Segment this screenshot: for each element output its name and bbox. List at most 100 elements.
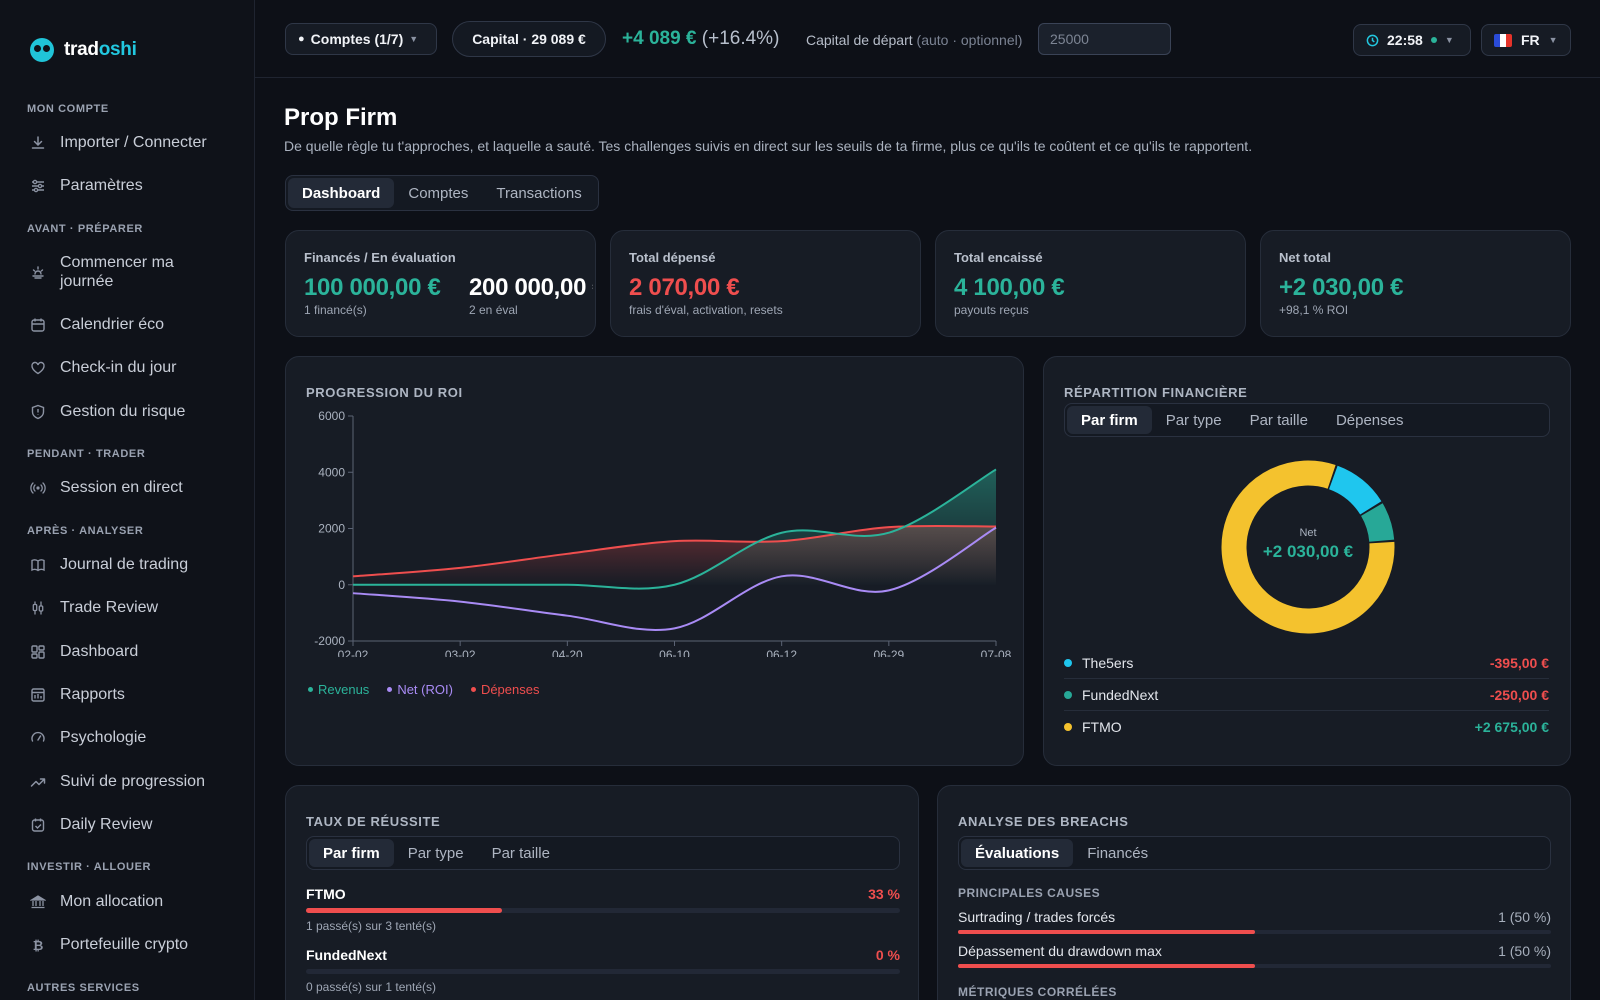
chevron-down-icon: ▼: [1548, 35, 1558, 45]
tab-par-taille[interactable]: Par taille: [1249, 411, 1308, 429]
sidebar-item[interactable]: Calendrier éco: [0, 303, 254, 346]
cashed-sub: payouts reçus: [954, 303, 1029, 317]
success-card: TAUX DE RÉUSSITE Par firm Par type Par t…: [285, 785, 919, 1000]
cashed-value: 4 100,00 €: [954, 274, 1065, 301]
sidebar-item-label: Daily Review: [60, 816, 153, 833]
sidebar-section-title: APRÈS · ANALYSER: [27, 525, 144, 537]
tab-finances[interactable]: Financés: [1087, 844, 1149, 862]
x-tick-label: 04-20: [552, 648, 583, 657]
donut-center-label: Net: [1299, 527, 1317, 539]
sidebar-section-title: AVANT · PRÉPARER: [27, 223, 143, 235]
success-title: TAUX DE RÉUSSITE: [306, 814, 441, 829]
tab-evaluations[interactable]: Évaluations: [961, 839, 1074, 867]
y-tick-label: 0: [338, 578, 345, 592]
start-capital-input[interactable]: [1038, 23, 1171, 55]
firm-name: The5ers: [1082, 654, 1134, 671]
net-card: Net total +2 030,00 € +98,1 % ROI: [1260, 230, 1571, 337]
donut-center-value: +2 030,00 €: [1262, 542, 1354, 561]
cause-label: Dépassement du drawdown max: [958, 943, 1162, 959]
series-line: [352, 526, 997, 631]
legend-dot: [1064, 723, 1072, 731]
tab-par-taille[interactable]: Par taille: [491, 844, 550, 862]
accounts-label: Comptes (1/7): [310, 31, 404, 47]
book-icon: [29, 556, 46, 573]
breach-cause-row: Dépassement du drawdown max 1 (50 %): [958, 943, 1551, 968]
tab-par-type[interactable]: Par type: [1165, 411, 1222, 429]
capital-pill: Capital · 29 089 €: [452, 21, 606, 57]
legend-label: Net (ROI): [397, 682, 453, 697]
sidebar-item[interactable]: Journal de trading: [0, 543, 254, 586]
evaluation-sub: 2 en éval: [469, 303, 518, 317]
sidebar-item[interactable]: Daily Review: [0, 803, 254, 846]
grid-icon: [29, 643, 46, 660]
sidebar-item[interactable]: Check-in du jour: [0, 346, 254, 389]
tab-depenses[interactable]: Dépenses: [1335, 411, 1404, 429]
sidebar-item-label: Importer / Connecter: [60, 134, 207, 151]
capital-label: Capital ·: [472, 31, 528, 47]
sidebar-item[interactable]: Gestion du risque: [0, 390, 254, 433]
tab-par-firm[interactable]: Par firm: [309, 839, 394, 867]
sidebar-item[interactable]: Paramètres: [0, 164, 254, 207]
accounts-selector[interactable]: ● Comptes (1/7) ▼: [285, 23, 437, 55]
language-selector[interactable]: FR ▼: [1481, 24, 1571, 56]
firm-name: FTMO: [1082, 719, 1122, 735]
sidebar-section-title: INVESTIR · ALLOUER: [27, 861, 152, 873]
gain-percent: (+16.4%): [701, 28, 780, 49]
distribution-row: FTMO +2 675,00 €: [1064, 711, 1549, 743]
distribution-title: RÉPARTITION FINANCIÈRE: [1064, 385, 1248, 400]
net-label: Net total: [1279, 250, 1331, 265]
sidebar-item[interactable]: Commencer ma journée: [0, 250, 254, 293]
clock-selector[interactable]: 22:58 ▼: [1353, 24, 1471, 56]
heart-icon: [29, 359, 46, 376]
owl-logo-icon: [30, 38, 54, 62]
sidebar-item[interactable]: Rapports: [0, 673, 254, 716]
report-icon: [29, 686, 46, 703]
distribution-donut: [1221, 460, 1395, 634]
logo[interactable]: tradoshi: [0, 0, 254, 70]
series-line: [352, 468, 997, 590]
tab-par-firm[interactable]: Par firm: [1067, 406, 1152, 434]
metrics-title: MÉTRIQUES CORRÉLÉES: [958, 985, 1117, 999]
legend-dot: [387, 687, 393, 692]
sidebar-item[interactable]: Importer / Connecter: [0, 121, 254, 164]
x-tick-label: 03-02: [445, 648, 476, 657]
sidebar-section-title: AUTRES SERVICES: [27, 982, 140, 994]
language-code: FR: [1521, 32, 1540, 48]
tab-transactions[interactable]: Transactions: [496, 184, 582, 202]
legend-item: Dépenses: [470, 682, 539, 697]
trending-up-icon: [29, 773, 46, 790]
sidebar-section-title: MON COMPTE: [27, 103, 109, 115]
tab-dashboard[interactable]: Dashboard: [288, 178, 395, 208]
status-dot: [1430, 37, 1437, 43]
sidebar-item-label: Suivi de progression: [60, 773, 205, 790]
spent-value: 2 070,00 €: [629, 274, 740, 301]
sidebar-item[interactable]: ₿ Portefeuille crypto: [0, 923, 254, 966]
tab-comptes[interactable]: Comptes: [408, 184, 469, 202]
sidebar-item[interactable]: Dashboard: [0, 630, 254, 673]
firm-name: FundedNext: [306, 947, 387, 963]
tab-par-type[interactable]: Par type: [407, 844, 464, 862]
sidebar: tradoshi MON COMPTE Importer / Connecter P…: [0, 0, 255, 1000]
sunrise-icon: [29, 263, 46, 280]
download-icon: [29, 134, 46, 151]
sidebar-item-label: Psychologie: [60, 729, 147, 746]
sidebar-item[interactable]: Session en direct: [0, 466, 254, 509]
chevron-down-icon: ▼: [1444, 35, 1454, 45]
legend-item: Net (ROI): [387, 682, 453, 697]
spent-sub: frais d'éval, activation, resets: [629, 303, 783, 317]
sidebar-item[interactable]: Psychologie: [0, 716, 254, 759]
success-detail: 1 passé(s) sur 3 tenté(s): [306, 919, 437, 933]
page-title: Prop Firm: [284, 104, 398, 131]
success-detail: 0 passé(s) sur 1 tenté(s): [306, 980, 437, 994]
roi-title: PROGRESSION DU ROI: [306, 385, 463, 400]
sidebar-item[interactable]: Mon allocation: [0, 880, 254, 923]
cause-bar: [958, 930, 1551, 934]
sidebar-item-label: Portefeuille crypto: [60, 936, 189, 953]
spent-label: Total dépensé: [629, 250, 716, 265]
distribution-row: FundedNext -250,00 €: [1064, 679, 1549, 711]
sidebar-item[interactable]: Suivi de progression: [0, 760, 254, 803]
firm-amount: +2 675,00 €: [1474, 719, 1549, 735]
legend-dot: [1064, 690, 1072, 699]
sidebar-item[interactable]: Trade Review: [0, 586, 254, 629]
success-row: FTMO 33 % 1 passé(s) sur 3 tenté(s): [306, 886, 900, 933]
